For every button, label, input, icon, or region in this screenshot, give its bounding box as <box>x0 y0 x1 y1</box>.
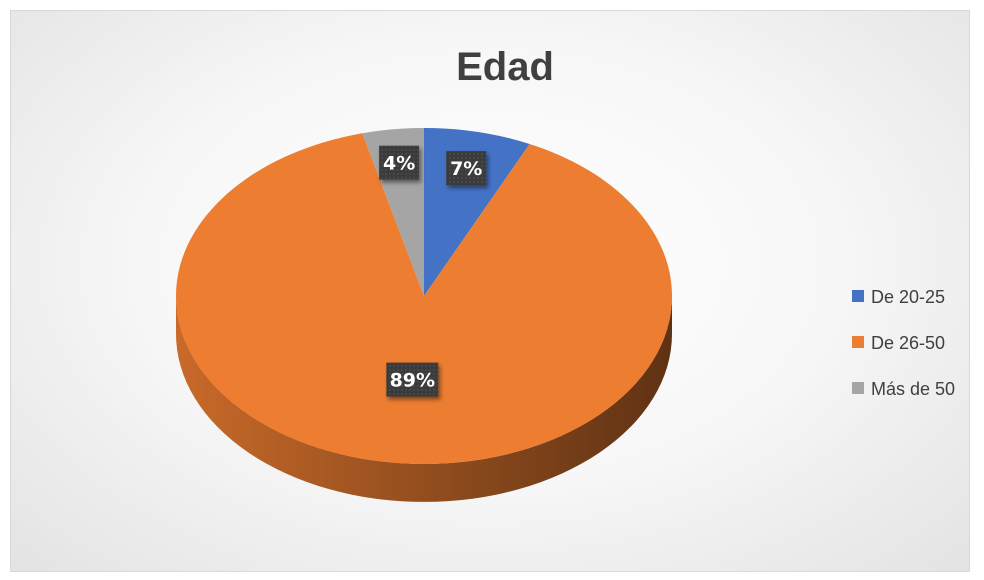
pie-slice-1 <box>175 133 672 465</box>
chart-title: Edad <box>456 45 554 89</box>
legend-label: De 26-50 <box>871 333 945 353</box>
data-labels: 7% 89% 4% <box>379 145 487 397</box>
data-label-2: 4% <box>379 145 420 180</box>
legend-swatch <box>852 336 864 348</box>
legend-swatch <box>852 290 864 302</box>
legend-entry-1: De 26-50 <box>852 333 945 353</box>
legend-swatch <box>852 382 864 394</box>
data-label-1: 89% <box>386 362 439 397</box>
data-label-text: 4% <box>383 153 415 175</box>
data-label-text: 7% <box>450 158 482 180</box>
legend: De 20-25 De 26-50 Más de 50 <box>852 287 955 399</box>
data-label-text: 89% <box>390 370 435 392</box>
legend-label: Más de 50 <box>871 379 955 399</box>
pie-slices <box>175 128 672 502</box>
legend-label: De 20-25 <box>871 287 945 307</box>
data-label-0: 7% <box>446 151 487 186</box>
legend-entry-2: Más de 50 <box>852 379 955 399</box>
legend-entry-0: De 20-25 <box>852 287 945 307</box>
slice-side-1 <box>176 296 672 502</box>
